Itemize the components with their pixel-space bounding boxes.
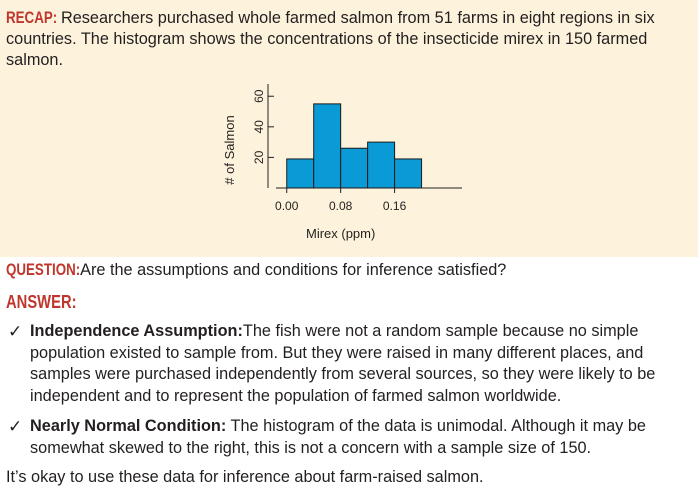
mirex-histogram: 20 40 60 0.00 0.08 0.16 # of Salmon Mirex (pp… (222, 84, 462, 241)
y-tick-label: 40 (252, 120, 266, 134)
y-axis-label: # of Salmon (222, 115, 237, 184)
condition-independence: ✓ Independence Assumption:The fish were n… (6, 321, 694, 407)
y-tick-label: 20 (252, 150, 266, 164)
x-tick-label: 0.08 (329, 199, 353, 213)
checkmark-icon: ✓ (8, 417, 23, 436)
chart-ticks: 20 40 60 0.00 0.08 0.16 (252, 89, 407, 213)
condition-nearly-normal: ✓ Nearly Normal Condition: The histogram … (6, 416, 694, 459)
chart-bars (286, 103, 423, 189)
condition-text: The fish were not a random sample becaus… (30, 322, 656, 405)
recap-paragraph: RECAP: Researchers purchased whole farme… (6, 8, 686, 71)
histogram-bar (313, 103, 342, 189)
histogram-bar (367, 141, 396, 189)
x-tick-label: 0.00 (275, 199, 299, 213)
answer-heading: ANSWER: (6, 291, 92, 313)
condition-name: Independence Assumption: (30, 322, 243, 340)
x-axis-label: Mirex (ppm) (306, 226, 375, 241)
histogram-bar (286, 158, 315, 189)
answer-label: ANSWER: (6, 292, 77, 312)
condition-name: Nearly Normal Condition: (30, 417, 227, 435)
question-paragraph: QUESTION: Are the assumptions and condit… (6, 259, 696, 281)
x-tick-label: 0.16 (383, 199, 407, 213)
conclusion-text: It’s okay to use these data for inferenc… (6, 468, 484, 486)
question-text: Are the assumptions and conditions for i… (80, 261, 507, 279)
histogram-bar (394, 158, 423, 189)
checkmark-icon: ✓ (8, 322, 23, 341)
y-tick-label: 60 (252, 89, 266, 103)
recap-text: Researchers purchased whole farmed salmo… (6, 9, 655, 69)
condition-text: The histogram of the data is unimodal. A… (30, 417, 646, 457)
recap-label: RECAP: (6, 9, 58, 27)
recap-box: RECAP: Researchers purchased whole farme… (0, 0, 698, 257)
question-label: QUESTION: (6, 261, 81, 279)
histogram-bar (340, 147, 369, 189)
